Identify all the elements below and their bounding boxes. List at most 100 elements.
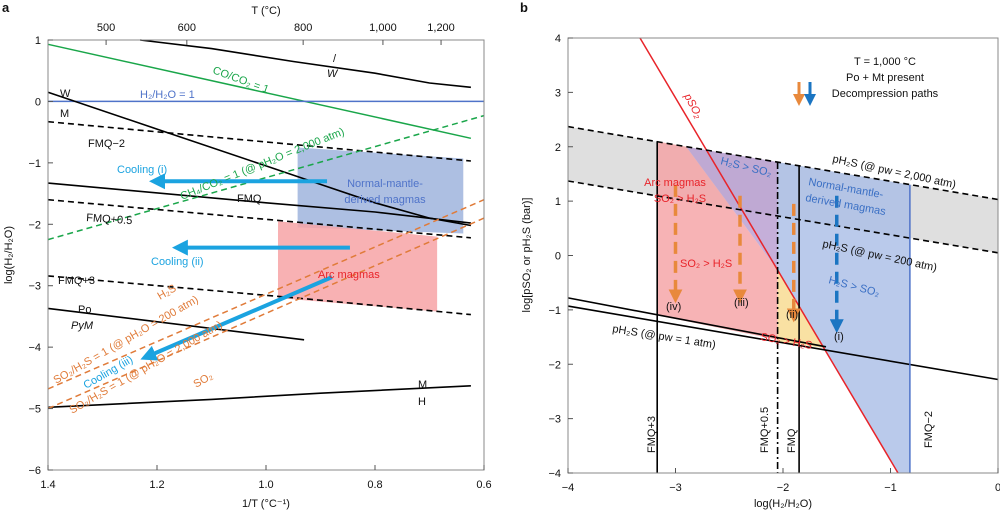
regions-b (568, 126, 998, 473)
arrows-a (140, 173, 350, 361)
y-tick-label: −5 (28, 404, 41, 416)
label-fmq-minus-2-b: FMQ−2 (923, 411, 935, 448)
series-line-0 (140, 39, 471, 89)
label-pym: PyM (71, 320, 94, 332)
y-tick-label: −1 (548, 305, 561, 317)
x-tick-label: 1.0 (258, 479, 273, 491)
y-tick-label: 2 (555, 142, 561, 154)
label-fmq: FMQ (237, 193, 262, 205)
label-cooling-i: Cooling (i) (117, 164, 167, 176)
label-po: Po (78, 304, 91, 316)
arrow-2 (140, 275, 333, 361)
label-path-ii: (ii) (786, 309, 798, 321)
y-tick-label: −4 (548, 468, 561, 480)
y-tick-label: 1 (555, 196, 561, 208)
series-line-10 (47, 114, 485, 241)
x-tick-label: 0.6 (476, 479, 491, 491)
top-x-tick-label: 800 (294, 22, 312, 34)
series-line-4 (47, 120, 471, 162)
x-tick-label: 0 (995, 482, 1000, 494)
series-a (47, 39, 485, 410)
label-path-iv: (iv) (666, 301, 681, 313)
label-so2-gt-h2s-arc: SO₂ > H₂S (654, 193, 706, 205)
label-line-top-slash: / (333, 53, 337, 65)
label-m-bottom: M (418, 379, 427, 391)
y-axis-title-b: log[pSO₂ or pH₂S (bar)] (521, 198, 533, 313)
label-h2-h2o: H₂/H₂O = 1 (140, 89, 195, 101)
x-tick-label: −1 (884, 482, 897, 494)
region-2 (657, 141, 778, 340)
y-tick-label: −2 (548, 359, 561, 371)
series-line-2 (567, 180, 999, 254)
series-line-8 (47, 307, 305, 341)
x-tick-label: 1.2 (149, 479, 164, 491)
label-so2-gt-h2s-mid: SO₂ > H₂S (680, 258, 732, 270)
condition-temperature: T = 1,000 °C (854, 56, 916, 68)
y-axis-title-a: log(H₂/H₂O) (3, 226, 15, 284)
y-tick-label: 3 (555, 87, 561, 99)
x-tick-label: −3 (669, 482, 682, 494)
y-tick-label: 0 (35, 96, 41, 108)
label-fmq-plus-3: FMQ+3 (58, 275, 95, 287)
top-x-tick-label: 500 (97, 22, 115, 34)
top-x-tick-label: 1,000 (369, 22, 397, 34)
region-1 (777, 161, 910, 473)
region-0 (297, 147, 464, 234)
y-tick-label: −3 (548, 414, 561, 426)
y-tick-label: −1 (28, 158, 41, 170)
series-line-1 (567, 125, 999, 201)
ticks-b: −4 −3 −2 −1 0 4 3 2 1 0 −1 −2 −3 −4 (548, 33, 1000, 494)
label-arc-magmas-b: Arc magmas (644, 177, 706, 189)
y-tick-label: −6 (28, 465, 41, 477)
series-b (567, 37, 999, 474)
x-tick-label: 1.4 (40, 479, 55, 491)
series-line-6 (47, 198, 471, 239)
region-3 (686, 146, 778, 271)
label-co-co2: CO/CO₂ = 1 (211, 65, 271, 96)
x-tick-label: −4 (562, 482, 575, 494)
regions-a (277, 147, 464, 312)
panel-label-b: b (520, 0, 528, 15)
series-line-5 (47, 182, 471, 224)
y-tick-label: −4 (28, 342, 41, 354)
series-line-3 (567, 305, 999, 381)
series-line-9 (47, 385, 471, 409)
y-tick-label: −2 (28, 219, 41, 231)
label-fmq-plus-0-5: FMQ+0.5 (86, 212, 133, 227)
top-x-tick-label: 600 (178, 22, 196, 34)
legend-decompression-paths: Decompression paths (832, 88, 939, 100)
condition-phases: Po + Mt present (846, 72, 924, 84)
label-fmq-plus-3-b: FMQ+3 (646, 416, 658, 453)
x-axis-title-b: log(H₂/H₂O) (754, 498, 812, 510)
panel-b: b −4 −3 −2 −1 0 4 3 2 1 0 −1 −2 −3 −4 log(H₂/H₂O) log… (520, 0, 1000, 510)
label-arc-magmas-a: Arc magmas (318, 269, 380, 281)
panel-label-a: a (2, 0, 10, 15)
series-line-7 (47, 275, 471, 316)
top-x-tick-label: 1,200 (427, 22, 455, 34)
y-tick-label: 4 (555, 33, 561, 45)
series-line-1 (47, 43, 472, 140)
label-h-bottom: H (418, 396, 426, 408)
panel-a: a 1.4 1.2 1.0 0.8 0.6 1 0 −1 −2 −3 −4 −5 −6 500 600 800… (2, 0, 492, 510)
label-normal-mantle-2: derived magmas (344, 194, 426, 206)
label-line-top-w: W (327, 68, 339, 80)
label-w: W (60, 88, 71, 100)
ticks-a: 1.4 1.2 1.0 0.8 0.6 1 0 −1 −2 −3 −4 −5 −6 500 600 800 1,… (28, 22, 491, 491)
series-line-0 (639, 37, 899, 474)
x-tick-label: −2 (777, 482, 790, 494)
region-1 (277, 221, 438, 312)
label-fmq-minus-2: FMQ−2 (88, 138, 125, 150)
label-fmq-b: FMQ (786, 428, 798, 453)
label-normal-mantle-1: Normal-mantle- (347, 178, 423, 190)
label-ph2s-1: pH₂S (@ pw = 1 atm) (612, 323, 717, 351)
y-tick-label: −3 (28, 281, 41, 293)
top-axis-title-a: T (°C) (251, 5, 280, 17)
y-tick-label: 0 (555, 251, 561, 263)
label-path-iii: (iii) (734, 297, 749, 309)
series-line-4 (567, 297, 827, 348)
x-tick-label: 0.8 (367, 479, 382, 491)
label-so2: SO₂ (192, 370, 215, 390)
label-path-i: (i) (834, 331, 844, 343)
arrows-b (668, 184, 844, 334)
